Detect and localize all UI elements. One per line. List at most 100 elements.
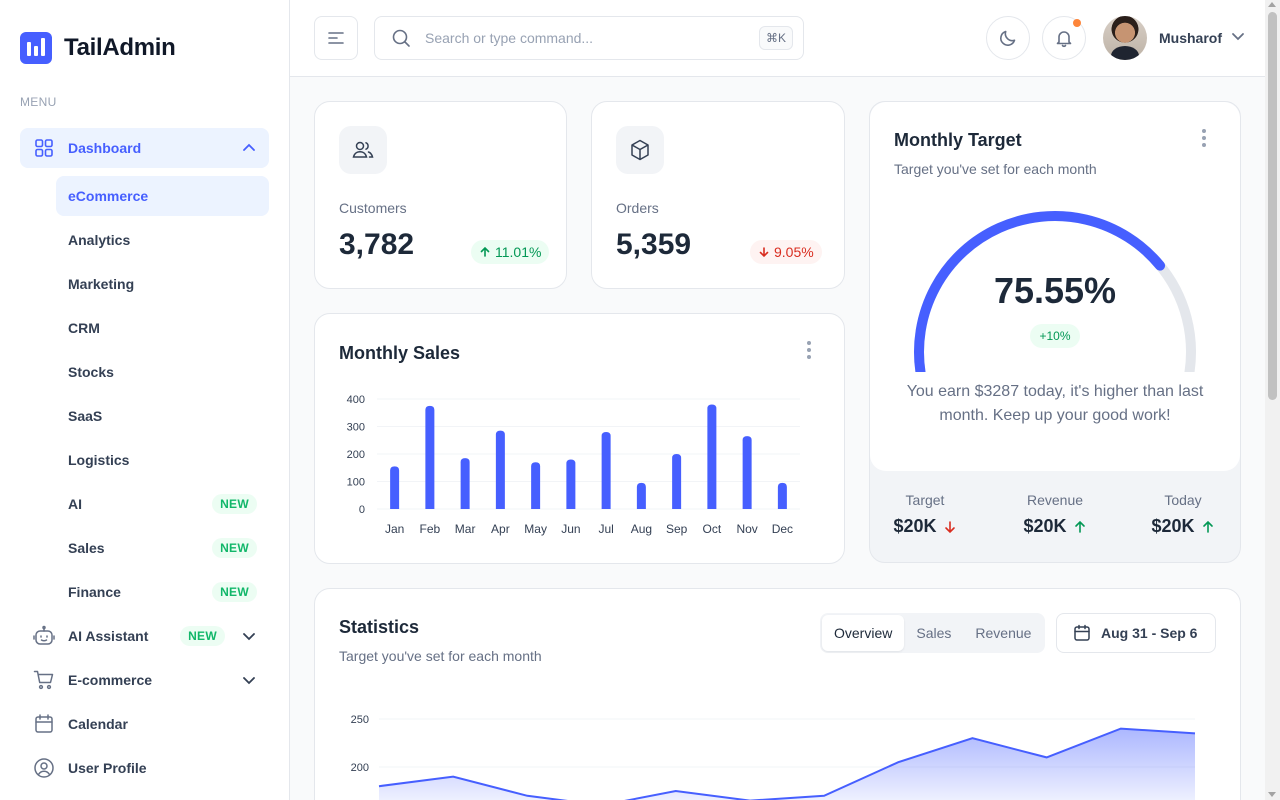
bar-jun[interactable] xyxy=(566,459,576,510)
sidebar-subitem-finance[interactable]: Finance NEW xyxy=(56,572,269,612)
user-menu[interactable]: Musharof xyxy=(1103,16,1246,60)
date-range-picker[interactable]: Aug 31 - Sep 6 xyxy=(1056,613,1216,653)
x-tick-label: Dec xyxy=(772,522,793,536)
revenue-stat: Revenue $20K xyxy=(1000,492,1110,537)
search-input[interactable] xyxy=(425,30,745,46)
more-options-icon[interactable] xyxy=(797,338,821,362)
point-may[interactable] xyxy=(673,788,679,794)
x-tick-label: May xyxy=(524,522,547,536)
stat-value: $20K xyxy=(1128,516,1238,537)
menu-section-label: MENU xyxy=(20,95,57,109)
orders-card: Orders 5,359 9.05% xyxy=(591,101,845,289)
card-title: Statistics xyxy=(339,617,420,637)
point-sep[interactable] xyxy=(969,735,975,741)
arrow-down-icon xyxy=(944,520,955,533)
sidebar-subitem-logistics[interactable]: Logistics xyxy=(56,440,269,480)
robot-icon xyxy=(32,624,56,648)
bar-jan[interactable] xyxy=(390,466,400,509)
sidebar-item-user-profile[interactable]: User Profile xyxy=(20,748,269,788)
subitem-label: Analytics xyxy=(68,232,131,248)
bar-feb[interactable] xyxy=(425,405,435,509)
bar-jul[interactable] xyxy=(601,432,611,509)
card-subtitle: Target you've set for each month xyxy=(894,161,1097,177)
notifications-button[interactable] xyxy=(1042,16,1086,60)
more-options-icon[interactable] xyxy=(1192,126,1216,150)
point-mar[interactable] xyxy=(524,793,530,799)
sidebar-subitem-sales[interactable]: Sales NEW xyxy=(56,528,269,568)
stat-amount: $20K xyxy=(1023,516,1067,536)
point-dec[interactable] xyxy=(1192,730,1198,736)
tab-overview[interactable]: Overview xyxy=(822,615,905,651)
subitem-label: Logistics xyxy=(68,452,130,468)
bar-mar[interactable] xyxy=(460,458,470,509)
sidebar-item-label: Calendar xyxy=(68,716,128,732)
target-message: You earn $3287 today, it's higher than l… xyxy=(906,383,1204,424)
statistics-chart: 200 250 xyxy=(351,714,1198,800)
stat-amount: $20K xyxy=(1151,516,1195,536)
point-aug[interactable] xyxy=(895,759,901,765)
card-title: Monthly Target xyxy=(894,130,1022,150)
tab-revenue[interactable]: Revenue xyxy=(975,625,1032,641)
top-header: ⌘K Musharof xyxy=(290,0,1265,77)
brand-logo[interactable]: TailAdmin xyxy=(20,32,176,64)
sidebar-subitem-crm[interactable]: CRM xyxy=(56,308,269,348)
theme-toggle-button[interactable] xyxy=(986,16,1030,60)
sidebar-subitem-analytics[interactable]: Analytics xyxy=(56,220,269,260)
shortcut-hint: ⌘K xyxy=(758,26,793,50)
bar-apr[interactable] xyxy=(495,430,505,509)
sidebar-item-calendar[interactable]: Calendar xyxy=(20,704,269,744)
page-scrollbar[interactable] xyxy=(1265,0,1280,800)
notification-dot xyxy=(1073,19,1081,27)
users-icon xyxy=(339,126,387,174)
target-stat: Target $20K xyxy=(870,492,980,537)
stat-label: Today xyxy=(1164,492,1202,508)
bar-aug[interactable] xyxy=(636,482,646,509)
point-feb[interactable] xyxy=(450,774,456,780)
bar-may[interactable] xyxy=(531,462,541,509)
scrollbar-thumb[interactable] xyxy=(1268,12,1277,400)
chevron-down-icon xyxy=(1230,28,1246,49)
metric-value: 5,359 xyxy=(616,228,692,261)
y-tick-label: 400 xyxy=(347,394,365,406)
sidebar-subitem-marketing[interactable]: Marketing xyxy=(56,264,269,304)
sidebar-item-label: E-commerce xyxy=(68,672,153,688)
monthly-target-card: Monthly Target Target you've set for eac… xyxy=(869,101,1241,563)
bar-sep[interactable] xyxy=(672,454,682,509)
point-nov[interactable] xyxy=(1118,726,1124,732)
scroll-down-arrow-icon[interactable] xyxy=(1268,792,1276,797)
bar-dec[interactable] xyxy=(777,482,787,509)
moon-icon xyxy=(1000,30,1016,46)
stat-label: Revenue xyxy=(1026,492,1084,508)
subitem-label: Stocks xyxy=(68,364,114,380)
sidebar-item-e-commerce[interactable]: E-commerce xyxy=(20,660,269,700)
search-box[interactable]: ⌘K xyxy=(374,16,804,60)
chevron-up-icon xyxy=(241,140,257,159)
subitem-label: Finance xyxy=(68,584,121,600)
bar-oct[interactable] xyxy=(707,404,717,510)
sidebar-toggle-button[interactable] xyxy=(314,16,358,60)
logo-mark-icon xyxy=(20,32,52,64)
subitem-label: SaaS xyxy=(68,408,103,424)
point-jul[interactable] xyxy=(821,793,827,799)
stat-label: Target xyxy=(905,492,945,508)
tab-sales[interactable]: Sales xyxy=(916,625,952,641)
sidebar-item-ai-assistant[interactable]: AI Assistant NEW xyxy=(20,616,269,656)
y-tick-label: 0 xyxy=(359,504,365,516)
stat-value: $20K xyxy=(870,516,980,537)
sidebar-subitem-saas[interactable]: SaaS xyxy=(56,396,269,436)
x-tick-label: Sep xyxy=(666,522,688,536)
arrow-down-icon xyxy=(759,247,769,258)
point-oct[interactable] xyxy=(1044,754,1050,760)
stat-value: $20K xyxy=(1000,516,1110,537)
series-line xyxy=(378,727,1196,800)
subitem-label: eCommerce xyxy=(68,188,149,204)
sidebar-subitem-ai[interactable]: AI NEW xyxy=(56,484,269,524)
scroll-up-arrow-icon[interactable] xyxy=(1268,2,1276,7)
point-jan[interactable] xyxy=(376,783,382,789)
bar-nov[interactable] xyxy=(742,436,752,509)
x-tick-label: Jan xyxy=(385,522,404,536)
sidebar-item-dashboard[interactable]: Dashboard xyxy=(20,128,269,168)
metric-label: Orders xyxy=(616,200,659,216)
sidebar-subitem-ecommerce[interactable]: eCommerce xyxy=(56,176,269,216)
sidebar-subitem-stocks[interactable]: Stocks xyxy=(56,352,269,392)
